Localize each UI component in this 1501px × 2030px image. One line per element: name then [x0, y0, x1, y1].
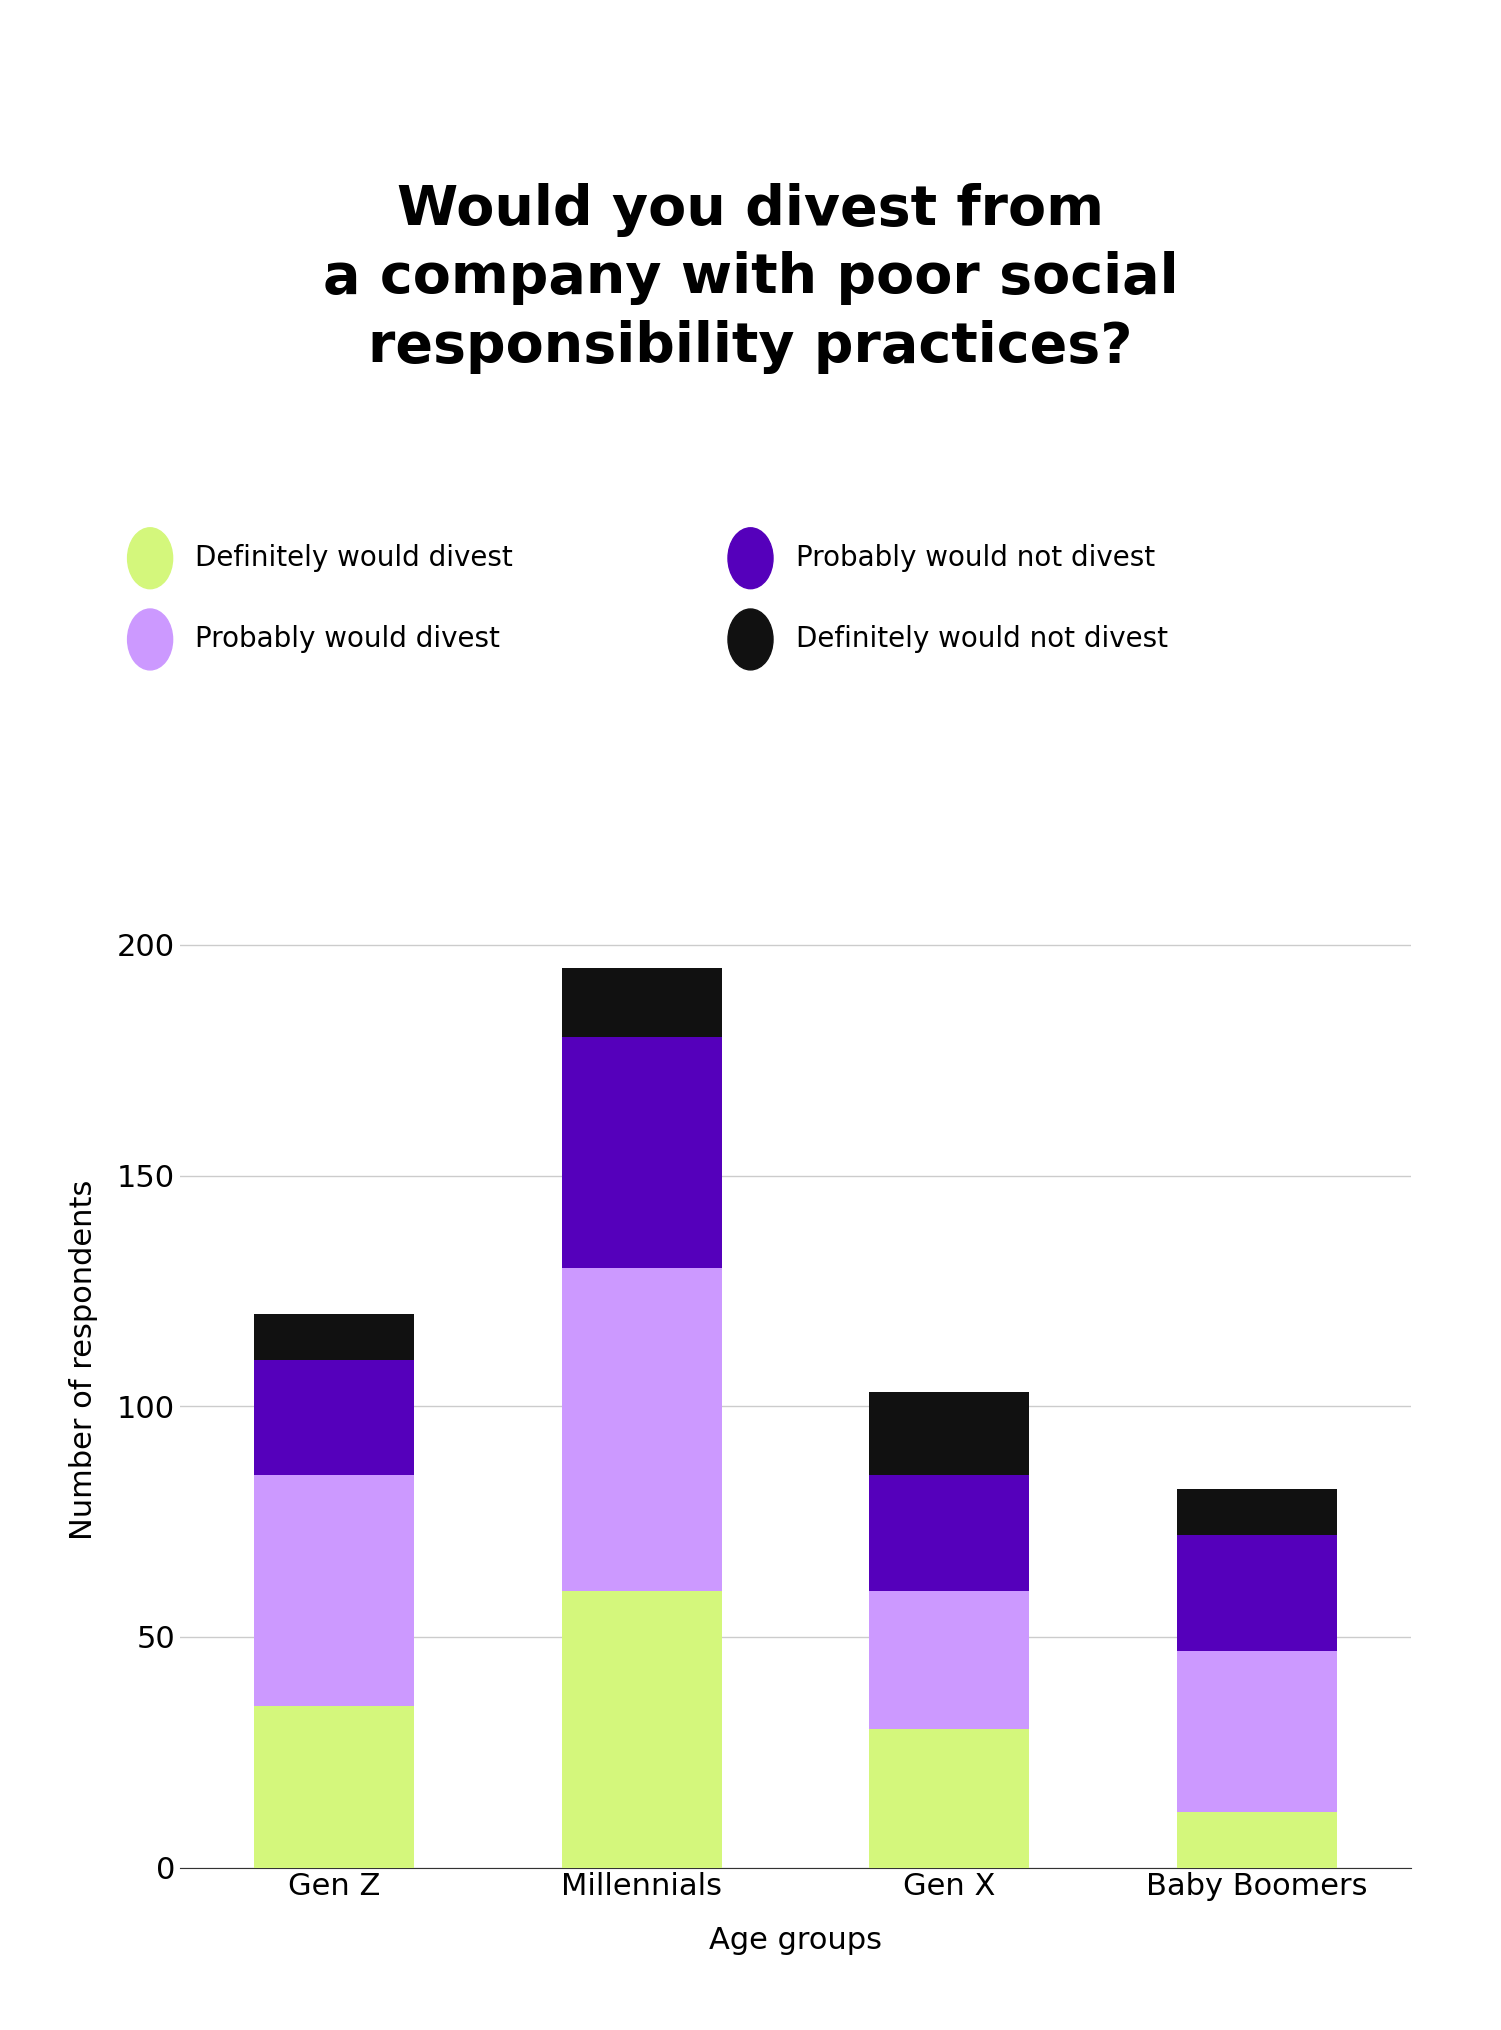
Text: Definitely would not divest: Definitely would not divest: [796, 625, 1168, 654]
Text: Would you divest from
a company with poor social
responsibility practices?: Would you divest from a company with poo…: [323, 183, 1178, 374]
Text: Probably would not divest: Probably would not divest: [796, 544, 1154, 572]
Bar: [561, 1269, 722, 1592]
Bar: [1177, 1490, 1337, 1535]
Bar: [561, 1592, 722, 1868]
Bar: [1177, 1813, 1337, 1868]
Bar: [869, 1592, 1030, 1730]
Bar: [561, 1037, 722, 1269]
Y-axis label: Number of respondents: Number of respondents: [69, 1179, 98, 1541]
Bar: [869, 1393, 1030, 1476]
Bar: [1177, 1650, 1337, 1813]
Bar: [254, 1476, 414, 1705]
Bar: [254, 1360, 414, 1476]
Text: Probably would divest: Probably would divest: [195, 625, 500, 654]
Bar: [1177, 1535, 1337, 1650]
Bar: [254, 1705, 414, 1868]
X-axis label: Age groups: Age groups: [708, 1926, 883, 1955]
Text: Definitely would divest: Definitely would divest: [195, 544, 513, 572]
Bar: [869, 1476, 1030, 1592]
Bar: [869, 1730, 1030, 1868]
Bar: [561, 968, 722, 1037]
Bar: [254, 1313, 414, 1360]
